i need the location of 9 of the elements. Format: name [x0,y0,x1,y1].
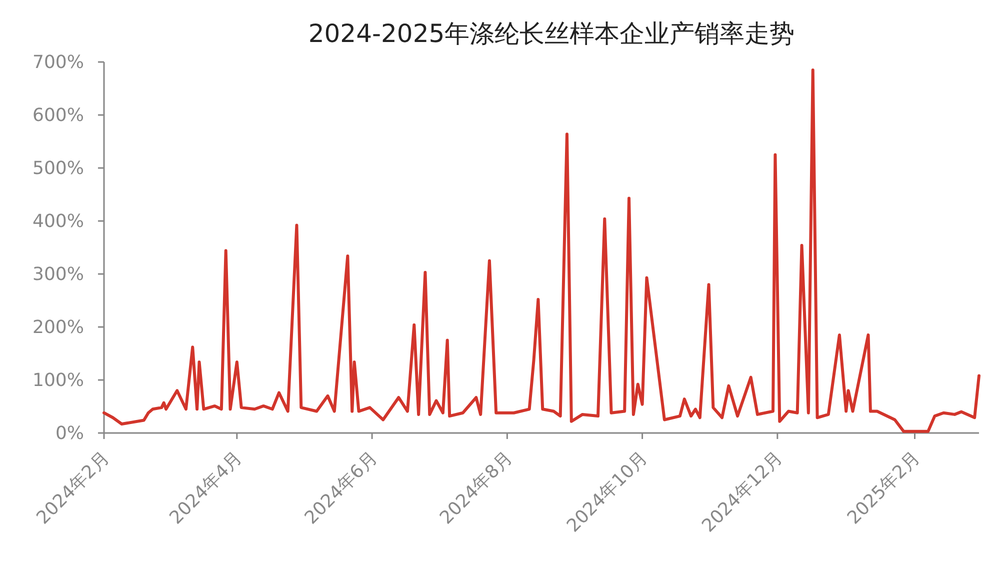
y-tick-label: 100% [32,370,84,391]
y-tick-label: 300% [32,264,84,285]
chart-title: 2024-2025年涤纶长丝样本企业产销率走势 [308,19,795,48]
y-tick-label: 500% [32,158,84,179]
y-tick-label: 400% [32,211,84,232]
y-tick-label: 200% [32,317,84,338]
y-tick-label: 600% [32,105,84,126]
y-tick-label: 0% [55,423,84,444]
y-tick-label: 700% [32,52,84,73]
